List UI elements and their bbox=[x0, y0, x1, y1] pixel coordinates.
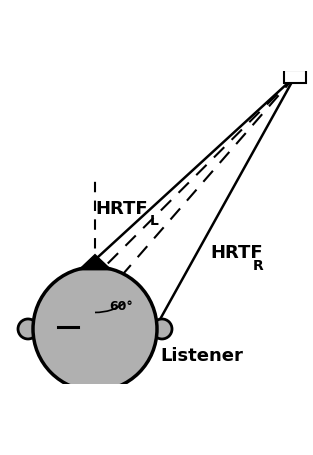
Polygon shape bbox=[79, 255, 111, 270]
Circle shape bbox=[33, 267, 157, 391]
Text: R: R bbox=[253, 259, 264, 273]
Text: 60°: 60° bbox=[109, 300, 133, 313]
Text: HRTF: HRTF bbox=[95, 200, 148, 217]
Circle shape bbox=[18, 319, 38, 339]
Circle shape bbox=[152, 319, 172, 339]
Text: L: L bbox=[150, 214, 158, 228]
Text: HRTF: HRTF bbox=[210, 244, 263, 262]
FancyBboxPatch shape bbox=[284, 70, 306, 83]
Text: Listener: Listener bbox=[160, 348, 243, 365]
